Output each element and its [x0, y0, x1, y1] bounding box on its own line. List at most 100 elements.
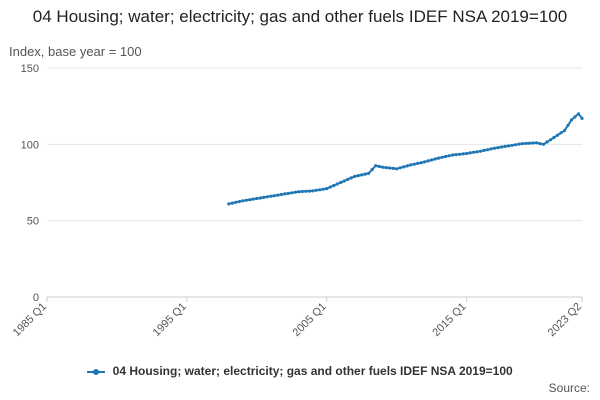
data-point [241, 199, 245, 203]
data-point [562, 129, 567, 133]
data-point [527, 141, 532, 145]
data-point [339, 180, 343, 185]
data-point [451, 153, 455, 157]
data-point [475, 150, 479, 154]
data-point [426, 159, 430, 163]
data-point [482, 148, 486, 152]
data-point [307, 189, 311, 193]
data-point [314, 188, 318, 192]
data-point [461, 152, 465, 156]
data-point [370, 167, 374, 172]
y-tick-label: 50 [27, 216, 39, 228]
data-point [552, 135, 556, 140]
data-point [384, 166, 388, 170]
data-point [248, 198, 252, 202]
data-point [541, 142, 546, 146]
data-point [255, 196, 259, 201]
data-point [328, 185, 332, 189]
x-tick-label: 2005 Q1 [291, 301, 329, 339]
data-point [402, 165, 406, 169]
data-point [555, 133, 560, 137]
series-line [228, 112, 583, 205]
data-point [447, 154, 451, 158]
data-point [531, 141, 535, 145]
data-point [559, 131, 563, 135]
data-point [318, 188, 322, 192]
data-point [458, 152, 462, 156]
data-point [444, 154, 448, 159]
data-point [534, 141, 539, 145]
data-point [496, 146, 500, 150]
data-point [388, 166, 392, 170]
data-point [566, 123, 570, 127]
data-point [230, 201, 234, 205]
data-point [279, 192, 283, 197]
data-point [244, 198, 248, 202]
data-point [332, 184, 336, 188]
data-point [374, 164, 378, 168]
data-point [433, 157, 437, 161]
data-point [412, 162, 416, 166]
data-point [283, 192, 287, 196]
data-point [440, 155, 444, 159]
data-point [311, 189, 315, 193]
data-point [349, 176, 353, 180]
data-point [363, 172, 367, 176]
data-point [538, 142, 542, 146]
legend-label: 04 Housing; water; electricity; gas and … [112, 364, 513, 378]
data-point [325, 187, 329, 191]
data-point [468, 151, 472, 155]
data-point [262, 195, 266, 199]
data-point [409, 163, 413, 167]
data-point [479, 149, 483, 153]
data-point [580, 116, 584, 120]
data-point [367, 171, 371, 175]
data-point [227, 202, 231, 206]
data-point [576, 112, 581, 116]
legend-swatch [87, 368, 106, 375]
y-tick-label: 0 [33, 292, 39, 304]
data-point [510, 143, 514, 147]
data-point [391, 166, 395, 170]
source-label: Source: [548, 381, 590, 395]
data-point [573, 115, 577, 119]
data-point [321, 187, 325, 191]
data-point [304, 189, 308, 193]
y-tick-label: 100 [21, 139, 39, 151]
data-point [335, 182, 339, 186]
data-point [360, 173, 364, 177]
data-point [234, 200, 238, 204]
data-point [286, 191, 290, 195]
data-point [493, 146, 497, 150]
data-point [423, 160, 427, 164]
chart-legend[interactable]: 04 Housing; water; electricity; gas and … [0, 364, 600, 378]
x-tick-label: 1985 Q1 [11, 301, 49, 339]
data-point [276, 193, 280, 197]
data-point [395, 167, 399, 171]
data-point [465, 151, 469, 156]
data-point [517, 142, 521, 146]
data-point [265, 195, 269, 199]
y-axis-label: Index, base year = 100 [9, 44, 142, 59]
data-point [500, 145, 504, 149]
data-point [356, 174, 360, 178]
data-point [454, 153, 458, 157]
data-point [272, 194, 276, 198]
data-point [514, 143, 518, 147]
data-point [269, 194, 273, 198]
data-point [398, 166, 402, 170]
data-point [290, 191, 294, 195]
x-tick-label: 1995 Q1 [151, 301, 189, 339]
data-point [346, 177, 350, 181]
data-point [251, 197, 255, 201]
data-point [437, 156, 441, 160]
data-point [297, 190, 301, 194]
data-point [381, 165, 385, 169]
data-point [300, 189, 304, 194]
data-point [545, 140, 549, 144]
data-point [237, 200, 241, 204]
data-point [521, 142, 525, 146]
data-point [507, 144, 511, 148]
data-point [548, 138, 553, 142]
data-point [353, 174, 357, 178]
